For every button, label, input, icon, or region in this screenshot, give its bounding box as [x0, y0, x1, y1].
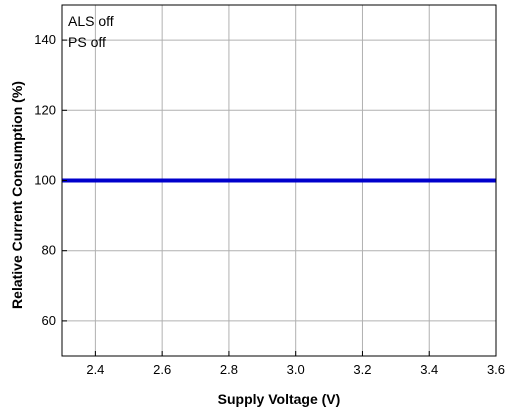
x-tick-label: 3.0: [287, 362, 305, 377]
y-tick-label: 120: [34, 102, 56, 117]
x-tick-labels: 2.4 2.6 2.8 3.0 3.2 3.4 3.6: [86, 362, 505, 377]
x-tick-label: 2.4: [86, 362, 104, 377]
x-tick-label: 3.2: [353, 362, 371, 377]
axis-ticks: [62, 39, 497, 356]
annotation-label: ALS off: [68, 13, 114, 29]
x-tick-label: 3.4: [420, 362, 438, 377]
x-tick-label: 2.8: [220, 362, 238, 377]
y-tick-label: 100: [34, 173, 56, 188]
x-tick-label: 3.6: [487, 362, 505, 377]
y-tick-label: 80: [42, 243, 56, 258]
y-tick-label: 140: [34, 32, 56, 47]
annotation-label: PS off: [68, 34, 106, 50]
y-tick-labels: 60 80 100 120 140: [34, 32, 56, 328]
annotations: ALS off PS off: [68, 13, 114, 50]
y-tick-label: 60: [42, 313, 56, 328]
x-tick-label: 2.6: [153, 362, 171, 377]
y-axis-label: Relative Current Consumption (%): [9, 81, 25, 309]
x-axis-label: Supply Voltage (V): [218, 391, 341, 407]
